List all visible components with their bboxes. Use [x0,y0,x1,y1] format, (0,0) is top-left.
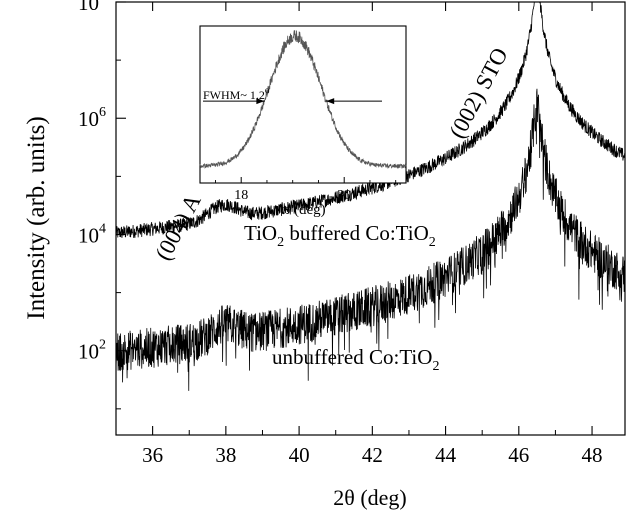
fwhm-degree: o [265,85,270,95]
x-tick-label: 48 [582,443,603,467]
y-tick-label: 106 [78,105,106,131]
inset-x-unit: (deg) [294,202,326,218]
x-tick-label: 40 [289,443,310,467]
y-tick-exp: 8 [99,0,106,4]
inset-curve-group [199,30,407,170]
label-buffered-sub2: 2 [429,235,436,250]
y-tick-base: 10 [78,223,99,247]
x-tick-label: 42 [362,443,383,467]
series-label-unbuffered: unbuffered Co:TiO2 [272,345,439,374]
fwhm-arrowhead-left [256,98,265,105]
y-tick-base: 10 [78,340,99,364]
x-tick-label: 46 [508,443,529,467]
fwhm-arrowhead-right [326,98,335,105]
inset-x-label: ω (deg) [280,202,325,218]
y-tick-base: 10 [78,0,99,15]
label-buffered-sub: 2 [277,235,284,250]
annotation-004-anatase: (004) A [150,190,206,265]
annotation-002-sto: (002) STO [444,44,512,143]
x-axis-unit: (deg) [360,485,406,510]
y-tick-exp: 4 [99,221,106,236]
label-unbuffered-main: unbuffered Co:TiO [272,345,432,369]
fwhm-arrows [203,98,382,105]
inset-x-symbol: ω [280,202,290,218]
y-tick-label: 108 [78,0,106,15]
plot-frame [115,1,626,436]
y-tick-exp: 2 [99,338,106,353]
y-tick-exp: 6 [99,105,106,120]
inset-tick-label: 18 [234,188,248,203]
x-tick-label: 44 [435,443,457,467]
y-axis-label: Intensity (arb. units) [23,116,50,319]
label-buffered-main: TiO [244,221,277,245]
inset: 18 20 ω (deg) FWHM~ 1.2o [199,25,407,218]
x-ticks: 36 38 40 42 44 46 48 [115,2,603,467]
y-tick-label: 102 [78,338,106,364]
inset-curve [199,30,407,170]
y-tick-label: 104 [78,221,106,247]
x-axis-symbol: 2θ [333,485,355,510]
inset-tick-label: 20 [337,188,351,203]
fwhm-text: FWHM~ 1.2 [203,88,265,102]
label-unbuffered-sub: 2 [432,359,439,374]
series-line [115,88,626,391]
series-label-buffered: TiO2 buffered Co:TiO2 [244,221,436,250]
inset-x-ticks: 18 20 [214,177,397,203]
x-tick-label: 38 [215,443,236,467]
y-ticks: 102104106108 [78,0,126,410]
label-buffered-rest: buffered Co:TiO [284,221,429,245]
x-axis-label: 2θ (deg) [333,485,406,510]
x-tick-label: 36 [142,443,163,467]
fwhm-label: FWHM~ 1.2o [203,85,270,102]
series-group [115,1,626,391]
y-tick-base: 10 [78,107,99,131]
series-line [115,1,626,238]
